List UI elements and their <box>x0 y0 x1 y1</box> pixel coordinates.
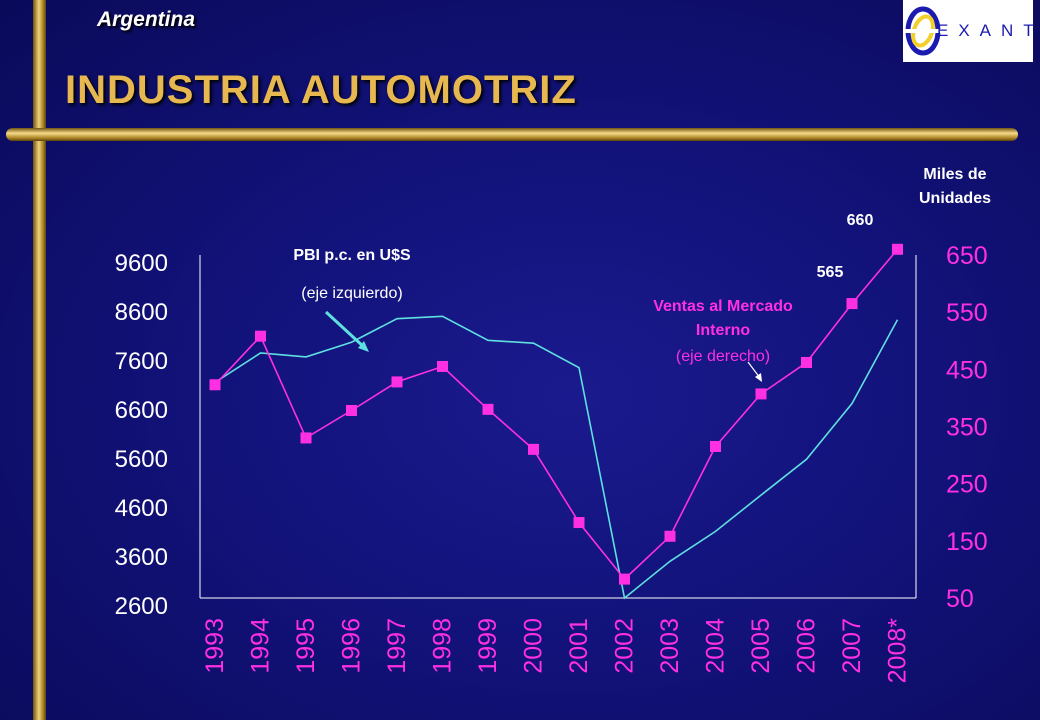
gdp-line <box>214 315 899 600</box>
logo-text: EXANTE <box>937 21 1040 40</box>
data-label-2007: 565 <box>816 264 844 281</box>
right-tick-label: 50 <box>946 585 974 613</box>
sales-point <box>482 403 494 415</box>
sales-point <box>300 432 312 444</box>
sales-point <box>391 376 403 388</box>
x-tick-label: 2008* <box>884 618 912 684</box>
x-tick-label: 2002 <box>611 618 639 674</box>
x-tick-label: 2007 <box>838 618 866 674</box>
x-tick-label: 1995 <box>292 618 320 674</box>
sales-point <box>846 298 858 310</box>
right-tick-label: 350 <box>946 414 988 442</box>
sales-point <box>209 379 221 391</box>
x-tick-label: 1993 <box>201 618 229 674</box>
right-axis: 650 550 450 350 250 150 50 <box>946 242 988 613</box>
left-tick-label: 8600 <box>115 299 168 326</box>
x-tick-label: 1997 <box>383 618 411 674</box>
sales-pointer-arrowhead <box>755 373 762 382</box>
right-tick-label: 650 <box>946 242 988 270</box>
sales-point <box>755 388 767 400</box>
sales-point <box>437 360 448 372</box>
gdp-axis-note: (eje izquierdo) <box>301 285 403 302</box>
sales-point <box>573 517 585 529</box>
x-tick-label: 2001 <box>565 618 593 674</box>
exante-logo: EXANTE <box>903 0 1040 62</box>
left-tick-label: 2600 <box>115 593 168 620</box>
right-tick-label: 450 <box>946 356 988 384</box>
data-label-2008: 660 <box>846 212 874 229</box>
page-title: INDUSTRIA AUTOMOTRIZ <box>65 68 577 112</box>
sales-series-label-2: Interno <box>695 322 751 339</box>
sales-point <box>619 573 630 585</box>
sales-axis-note: (eje derecho) <box>675 348 771 365</box>
gdp-series-label: PBI p.c. en U$S <box>293 247 411 264</box>
left-axis: 9600 8600 7600 6600 5600 4600 3600 2600 <box>115 250 168 620</box>
left-tick-label: 7600 <box>115 348 168 375</box>
right-tick-label: 250 <box>946 471 988 499</box>
x-tick-label: 1999 <box>474 618 502 674</box>
x-tick-label: 1996 <box>338 618 366 674</box>
sales-point <box>710 441 721 453</box>
right-tick-label: 150 <box>946 528 988 556</box>
country-label: Argentina <box>97 8 196 31</box>
decorative-gold-vertical-bar <box>33 0 46 720</box>
sales-line <box>214 248 899 581</box>
left-tick-label: 4600 <box>115 495 168 522</box>
x-tick-label: 2006 <box>793 618 821 674</box>
sales-point <box>346 404 357 416</box>
x-tick-label: 1994 <box>247 618 275 674</box>
gdp-pointer-arrowhead <box>358 341 369 352</box>
decorative-gold-horizontal-bar <box>6 128 1018 141</box>
x-tick-label: 2000 <box>520 618 548 674</box>
left-tick-label: 6600 <box>115 397 168 424</box>
chart-series <box>209 243 903 600</box>
x-tick-label: 2004 <box>702 618 730 674</box>
sales-point <box>664 530 676 542</box>
left-tick-label: 3600 <box>115 544 168 571</box>
gdp-pointer-arrow <box>324 310 367 350</box>
left-tick-label: 5600 <box>115 446 168 473</box>
right-axis-unit-2: Unidades <box>918 190 991 207</box>
left-tick-label: 9600 <box>115 250 168 277</box>
sales-point <box>528 443 539 455</box>
right-tick-label: 550 <box>946 299 988 327</box>
sales-point <box>892 243 903 255</box>
x-tick-label: 2005 <box>747 618 775 674</box>
x-tick-label: 1998 <box>429 618 457 674</box>
sales-point <box>801 356 812 368</box>
x-axis: 1993 1994 1995 1996 1997 1998 1999 2000 2001 2002… <box>201 618 912 684</box>
right-axis-unit-1: Miles de <box>923 166 987 183</box>
x-tick-label: 2003 <box>656 618 684 674</box>
sales-point <box>255 330 266 342</box>
chart-axes <box>199 255 917 599</box>
sales-series-label-1: Ventas al Mercado <box>653 298 793 315</box>
